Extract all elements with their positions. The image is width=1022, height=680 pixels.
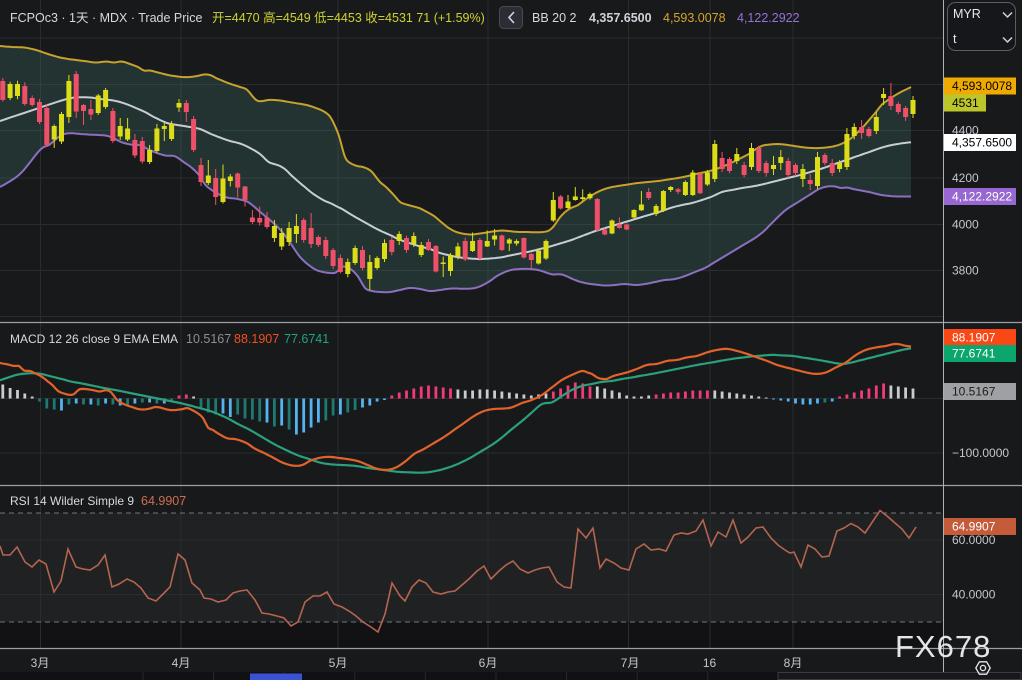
svg-text:MACD 12 26 close 9 EMA EMA: MACD 12 26 close 9 EMA EMA — [10, 332, 178, 346]
svg-text:40.0000: 40.0000 — [952, 588, 996, 602]
svg-text:8月: 8月 — [784, 656, 803, 670]
svg-text:4月: 4月 — [172, 656, 191, 670]
svg-text:64.9907: 64.9907 — [952, 520, 996, 534]
svg-text:BB 20 2: BB 20 2 — [532, 11, 577, 25]
svg-text:64.9907: 64.9907 — [141, 494, 186, 508]
svg-text:4,593.0078: 4,593.0078 — [663, 11, 726, 25]
svg-text:77.6741: 77.6741 — [952, 347, 996, 361]
svg-text:60.0000: 60.0000 — [952, 533, 996, 547]
svg-text:16: 16 — [703, 656, 717, 670]
svg-text:88.1907: 88.1907 — [952, 331, 996, 345]
svg-text:3月: 3月 — [31, 656, 50, 670]
svg-text:MYR: MYR — [953, 7, 981, 21]
svg-text:88.1907: 88.1907 — [234, 332, 279, 346]
svg-text:FCPOc3 · 1天 · MDX · Trade Pric: FCPOc3 · 1天 · MDX · Trade Price — [10, 11, 202, 25]
svg-text:3800: 3800 — [952, 264, 979, 278]
svg-text:77.6741: 77.6741 — [284, 332, 329, 346]
svg-text:10.5167: 10.5167 — [952, 385, 996, 399]
svg-text:t: t — [953, 32, 957, 46]
svg-text:4,593.0078: 4,593.0078 — [952, 79, 1012, 93]
svg-text:4531: 4531 — [952, 96, 979, 110]
svg-text:6月: 6月 — [479, 656, 498, 670]
svg-text:7月: 7月 — [621, 656, 640, 670]
svg-text:4,357.6500: 4,357.6500 — [589, 11, 652, 25]
svg-text:10.5167: 10.5167 — [186, 332, 231, 346]
svg-text:FX678: FX678 — [895, 629, 991, 664]
svg-text:4,122.2922: 4,122.2922 — [737, 11, 800, 25]
svg-text:4200: 4200 — [952, 171, 979, 185]
svg-text:开=4470 高=4549 低=4453 收=4531 71: 开=4470 高=4549 低=4453 收=4531 71 (+1.59%) — [212, 10, 485, 25]
svg-text:4,357.6500: 4,357.6500 — [952, 136, 1012, 150]
svg-text:4,122.2922: 4,122.2922 — [952, 190, 1012, 204]
svg-text:−100.0000: −100.0000 — [952, 446, 1009, 460]
svg-text:4000: 4000 — [952, 218, 979, 232]
svg-text:RSI 14 Wilder Simple 9: RSI 14 Wilder Simple 9 — [10, 494, 134, 508]
svg-text:5月: 5月 — [329, 656, 348, 670]
